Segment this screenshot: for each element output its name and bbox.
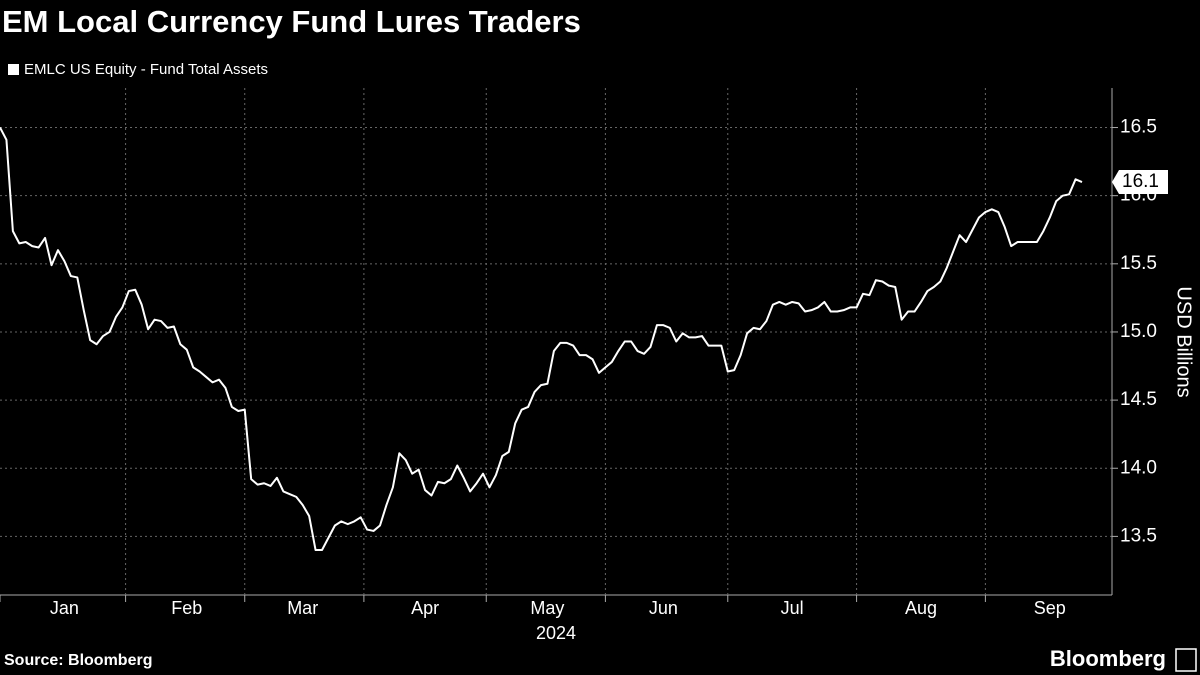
y-tick-label: 13.5 (1120, 525, 1157, 546)
y-tick-label: 16.5 (1120, 117, 1157, 138)
x-tick-label: Feb (171, 598, 202, 618)
last-value-label: 16.1 (1122, 171, 1159, 192)
x-tick-label: Jul (781, 598, 804, 618)
legend-swatch (8, 64, 19, 75)
x-tick-label: Jun (649, 598, 678, 618)
x-tick-label: Mar (287, 598, 318, 618)
x-tick-label: Sep (1034, 598, 1066, 618)
x-tick-label: Jan (50, 598, 79, 618)
y-axis-label: USD Billions (1173, 286, 1195, 397)
x-axis-label: 2024 (536, 623, 576, 643)
x-tick-label: Aug (905, 598, 937, 618)
data-line (0, 127, 1083, 552)
last-value-tag (1112, 170, 1168, 195)
chart-title: EM Local Currency Fund Lures Traders (2, 4, 581, 39)
y-tick-label: 15.0 (1120, 321, 1157, 342)
y-tick-label: 14.0 (1120, 457, 1157, 478)
x-tick-label: Apr (411, 598, 439, 618)
brand-icon (1175, 648, 1197, 672)
brand-logo: Bloomberg (1050, 646, 1166, 671)
y-tick-label: 14.5 (1120, 389, 1157, 410)
y-tick-label: 15.5 (1120, 253, 1157, 274)
source: Source: Bloomberg (4, 652, 152, 669)
x-tick-label: May (530, 598, 564, 618)
legend-label: EMLC US Equity - Fund Total Assets (24, 61, 268, 78)
